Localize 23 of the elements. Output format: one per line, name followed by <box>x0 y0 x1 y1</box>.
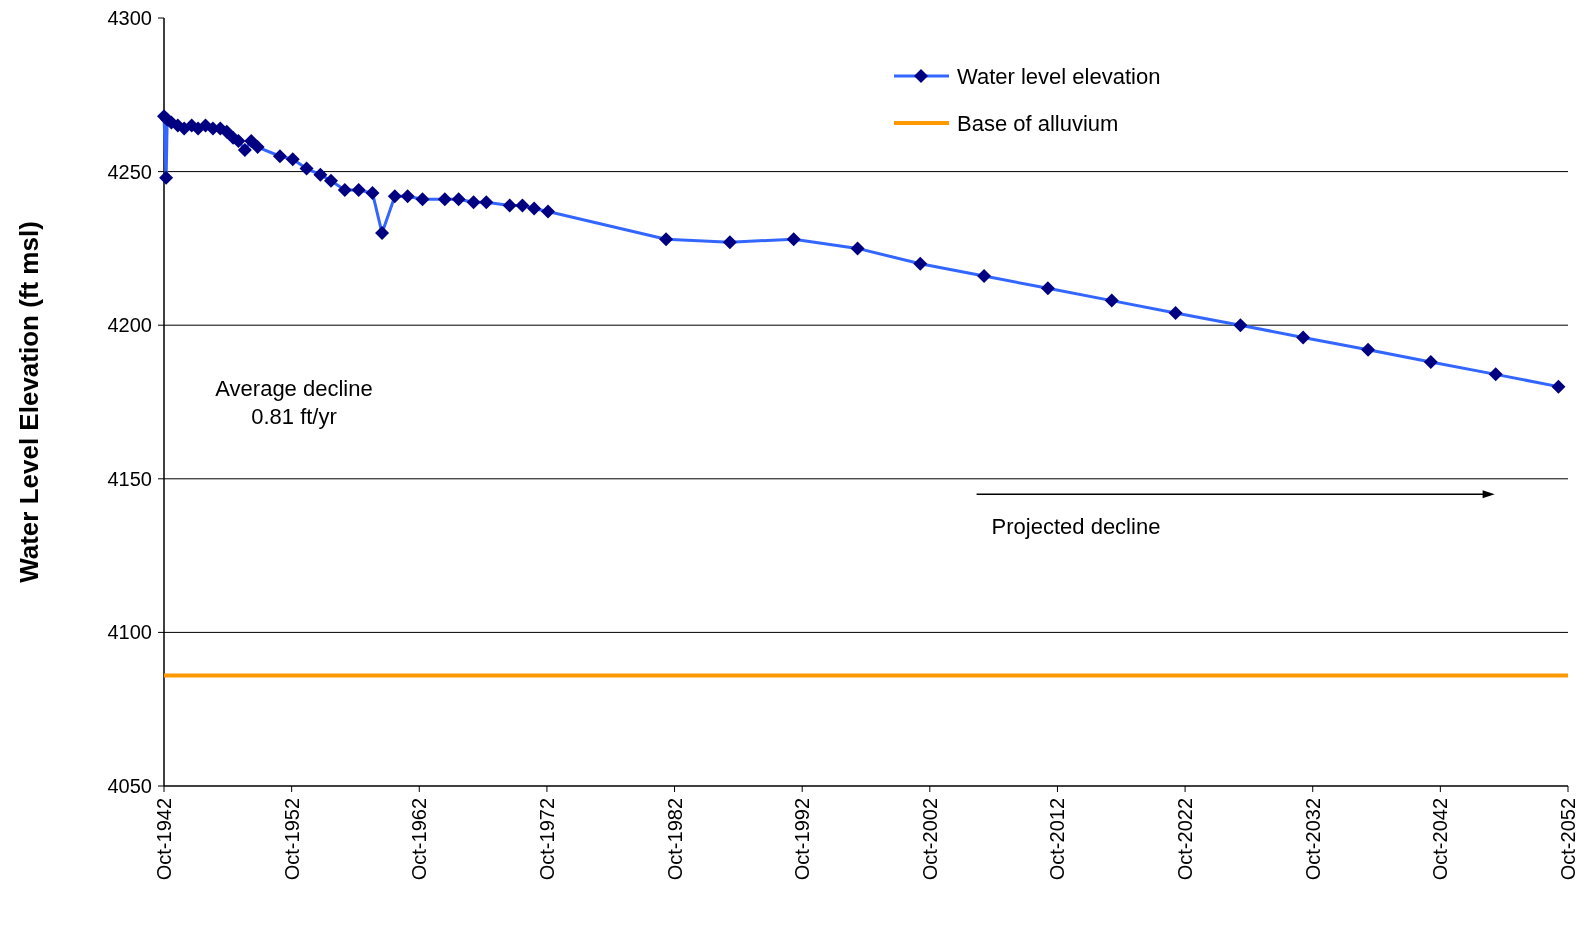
x-tick-label: Oct-1972 <box>535 798 558 881</box>
x-tick-label: Oct-2042 <box>1429 798 1452 881</box>
x-tick-label: Oct-2012 <box>1046 798 1069 881</box>
x-tick-label: Oct-2052 <box>1557 798 1579 881</box>
y-tick-label: 4200 <box>107 314 152 337</box>
y-axis-title: Water Level Elevation (ft msl) <box>14 221 44 583</box>
x-tick-label: Oct-1942 <box>153 798 175 881</box>
x-tick-label: Oct-1982 <box>663 798 686 881</box>
annotation: Average decline 0.81 ft/yr <box>215 375 373 430</box>
legend-label: Base of alluvium <box>957 110 1119 136</box>
x-tick-label: Oct-2002 <box>918 798 941 881</box>
annotation: Projected decline <box>991 514 1161 540</box>
y-tick-label: 4300 <box>107 7 152 29</box>
x-tick-label: Oct-2032 <box>1301 798 1324 881</box>
x-tick-label: Oct-1962 <box>408 798 431 881</box>
y-tick-label: 4150 <box>107 467 152 490</box>
y-tick-label: 4250 <box>107 160 152 183</box>
y-tick-label: 4050 <box>107 775 152 797</box>
y-tick-label: 4100 <box>107 621 152 644</box>
x-tick-label: Oct-2022 <box>1174 798 1197 881</box>
x-tick-label: Oct-1952 <box>280 798 303 881</box>
x-tick-label: Oct-1992 <box>791 798 814 881</box>
legend-label: Water level elevation <box>957 63 1161 89</box>
